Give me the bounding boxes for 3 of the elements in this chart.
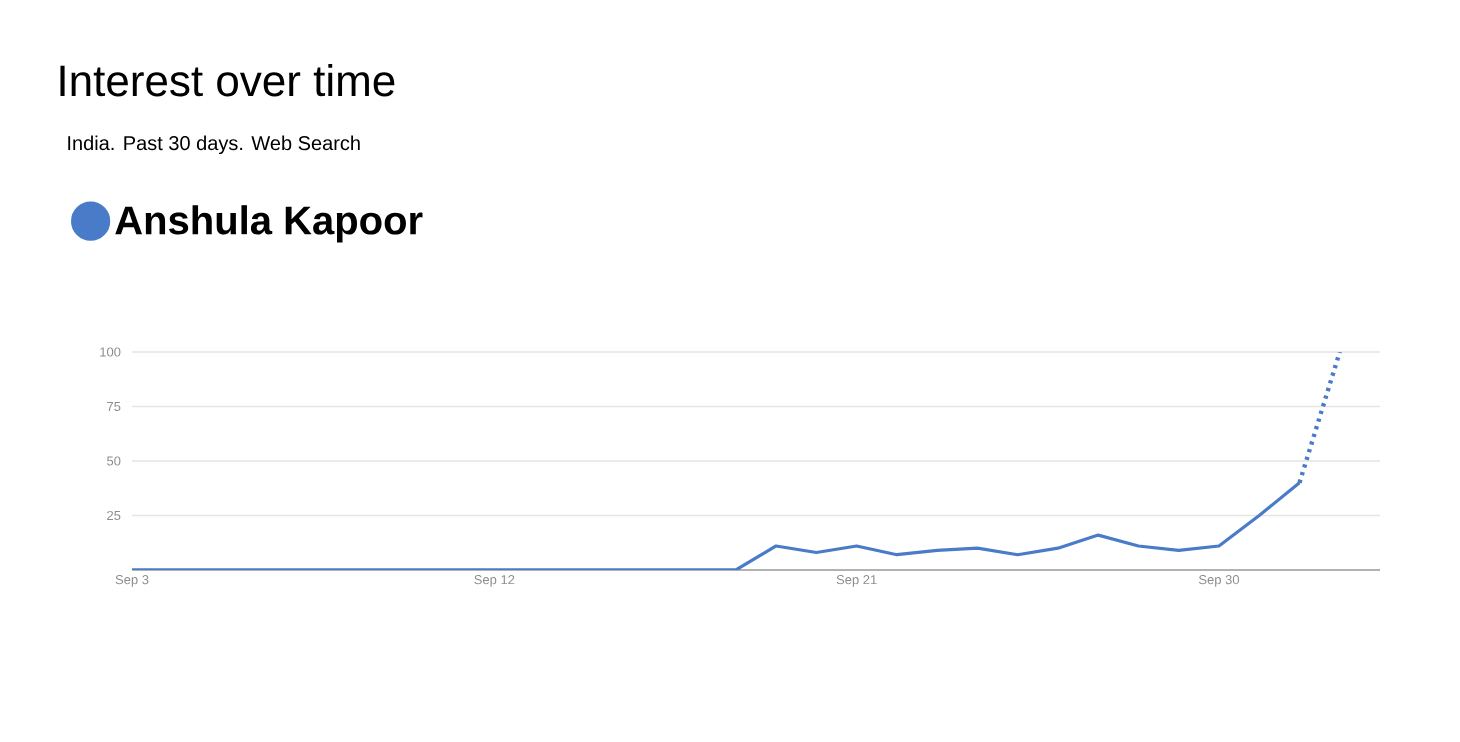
- chart-title: Interest over time: [60, 64, 395, 97]
- legend-label: Anshula Kapoor: [115, 205, 423, 243]
- chart-subtitle: India. Past 30 days. Web Search: [68, 135, 360, 155]
